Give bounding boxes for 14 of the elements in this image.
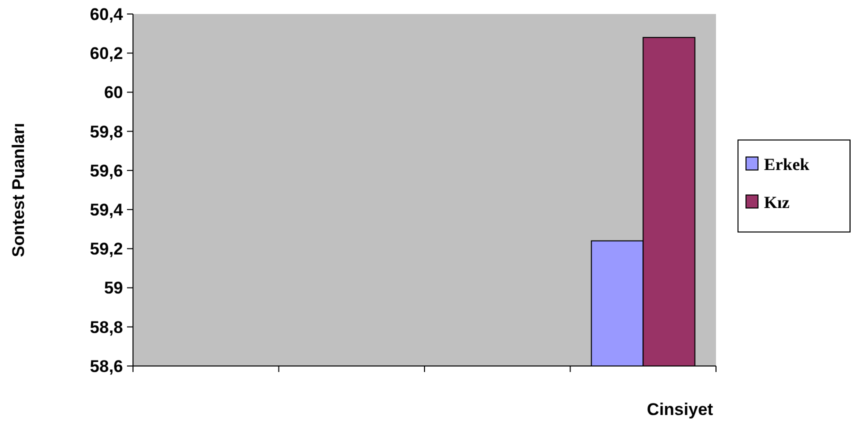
y-tick-label: 60	[104, 83, 123, 102]
y-tick-label: 59	[104, 278, 123, 298]
y-tick-label: 59,6	[90, 161, 123, 180]
y-tick-label: 58,8	[90, 318, 123, 337]
y-tick-label: 58,6	[90, 356, 123, 376]
legend-label: Erkek	[764, 155, 810, 174]
y-tick-label: 60,4	[90, 4, 124, 24]
legend-label: Kız	[764, 193, 790, 212]
y-tick-label: 59,2	[90, 240, 123, 259]
y-tick-label: 60,2	[90, 44, 123, 64]
y-tick-label: 59,8	[90, 122, 123, 142]
y-axis-title: Sontest Puanları	[9, 122, 28, 258]
x-axis-title: Cinsiyet	[646, 400, 714, 419]
y-tick-label: 59,4	[90, 200, 124, 220]
